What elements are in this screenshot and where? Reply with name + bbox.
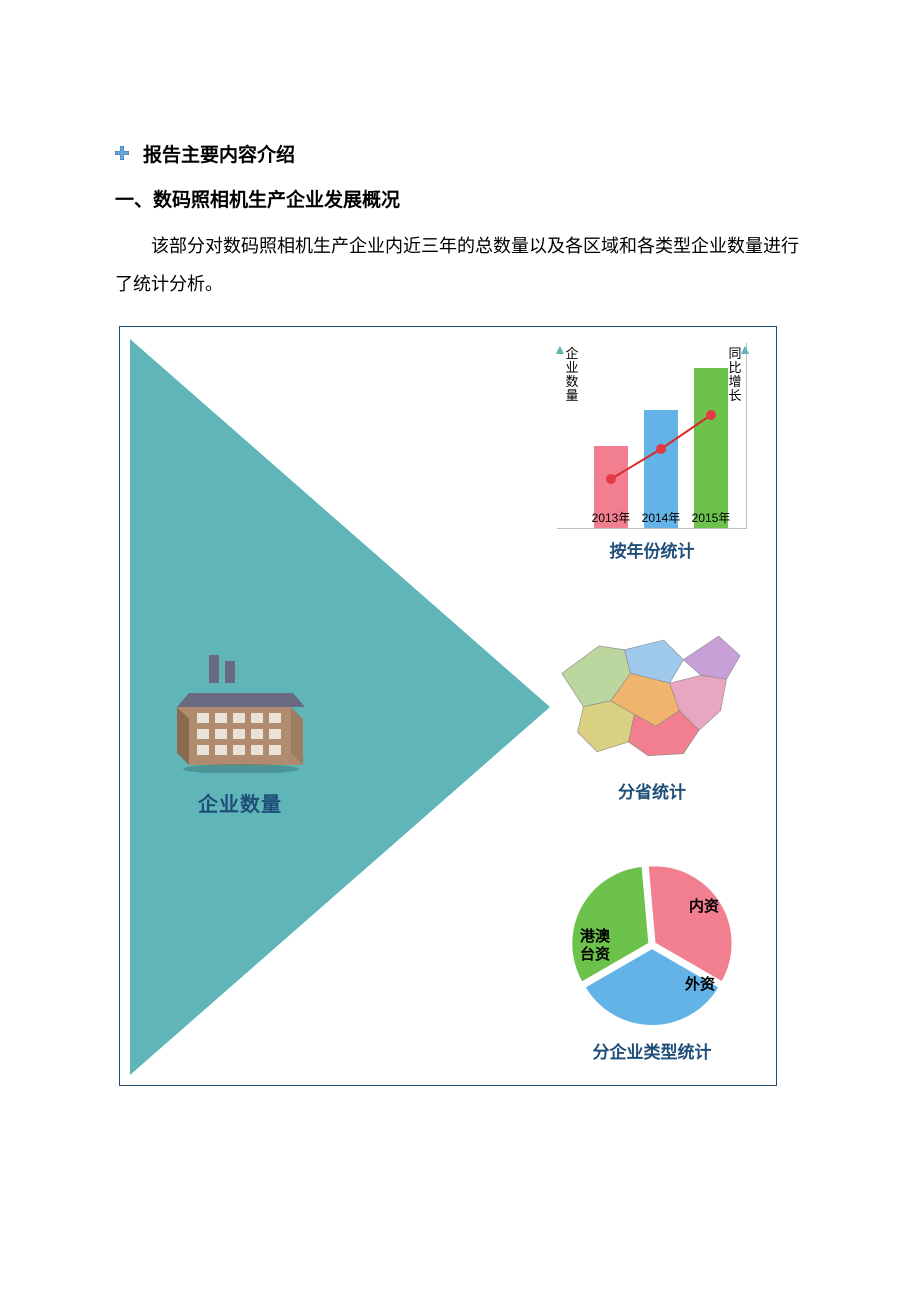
province-caption: 分省统计 bbox=[552, 778, 752, 803]
year-bar-chart: ▲ ▲ 企业数量 同比增长 2013年 2014年 2015年 bbox=[557, 343, 747, 529]
year-caption: 按年份统计 bbox=[552, 537, 752, 562]
bar-2015 bbox=[694, 368, 728, 528]
factory-block: 企业数量 bbox=[150, 653, 330, 817]
x-tick-2015: 2015年 bbox=[688, 509, 734, 526]
type-caption: 分企业类型统计 bbox=[552, 1038, 752, 1063]
x-tick-2014: 2014年 bbox=[638, 509, 684, 526]
enterprise-type-panel: 内资 外资 港澳台资 分企业类型统计 bbox=[552, 860, 752, 1063]
enterprise-type-pie: 内资 外资 港澳台资 bbox=[557, 860, 747, 1030]
x-tick-2013: 2013年 bbox=[588, 509, 634, 526]
province-statistics-panel: 分省统计 bbox=[552, 615, 752, 803]
right-axis-label: 同比增长 bbox=[728, 347, 742, 404]
overview-diagram: 企业数量 ▲ ▲ 企业数量 同比增长 2013年 2014年 2015年 按年份… bbox=[119, 326, 777, 1086]
factory-icon bbox=[175, 653, 305, 773]
year-statistics-panel: ▲ ▲ 企业数量 同比增长 2013年 2014年 2015年 按年份统计 bbox=[552, 343, 752, 562]
bullet-plus-icon bbox=[115, 146, 129, 162]
report-intro-bullet: 报告主要内容介绍 bbox=[115, 140, 805, 167]
left-axis-label: 企业数量 bbox=[565, 347, 579, 404]
china-map-icon bbox=[554, 615, 750, 765]
factory-caption: 企业数量 bbox=[150, 788, 330, 817]
section-1-body: 该部分对数码照相机生产企业内近三年的总数量以及各区域和各类型企业数量进行了统计分… bbox=[115, 228, 805, 304]
report-intro-text: 报告主要内容介绍 bbox=[143, 140, 295, 167]
section-1-heading: 一、数码照相机生产企业发展概况 bbox=[115, 185, 805, 212]
